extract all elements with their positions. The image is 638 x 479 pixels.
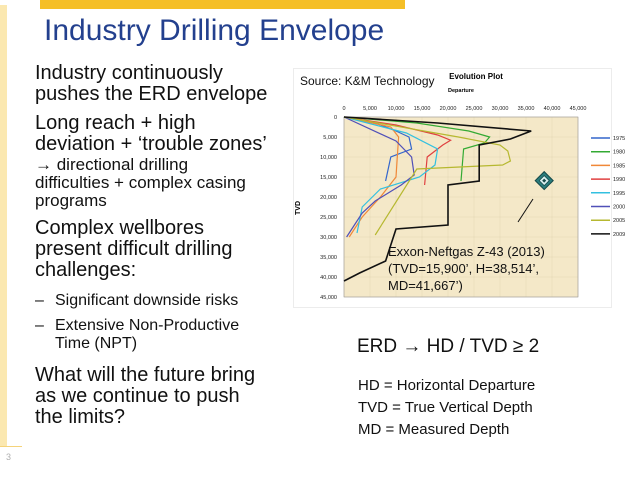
bullet-4-line-2: present difficult drilling xyxy=(35,238,233,260)
sub-bullet-2-line-2: Time (NPT) xyxy=(55,335,138,352)
annotation-line-1: Exxon-Neftgas Z-43 (2013) xyxy=(388,244,545,259)
bullet-4-line-1: Complex wellbores xyxy=(35,217,204,239)
sub-bullet-2: – Extensive Non-Productive xyxy=(35,317,239,335)
bullet-1-line-1: Industry continuously xyxy=(35,62,223,84)
page-number: 3 xyxy=(6,452,12,462)
page-number-box xyxy=(0,446,22,479)
legend-label-1985: 1985 xyxy=(613,163,625,169)
erd-equation: ERD → HD / TVD ≥ 2 xyxy=(357,336,540,357)
bullet-5-line-2: as we continue to push xyxy=(35,385,240,407)
bullet-3-line-3: programs xyxy=(35,191,107,210)
annotation-line-3: MD=41,667’) xyxy=(388,278,463,293)
bullet-3-line-1: → directional drilling xyxy=(35,155,189,174)
bullet-2-line-1: Long reach + high xyxy=(35,112,196,134)
legend-label-1980: 1980 xyxy=(613,150,625,156)
definition-md: MD = Measured Depth xyxy=(358,421,510,438)
left-accent-bar xyxy=(0,5,7,446)
legend-label-2005: 2005 xyxy=(613,218,625,224)
top-accent-bar xyxy=(40,0,405,9)
sub-bullet-dash: – xyxy=(35,317,44,334)
slide-title: Industry Drilling Envelope xyxy=(44,14,385,47)
legend-label-1975: 1975 xyxy=(613,136,625,142)
legend-label-2000: 2000 xyxy=(613,205,625,211)
bullet-3-line-2: difficulties + complex casing xyxy=(35,173,246,192)
bullet-5-line-1: What will the future bring xyxy=(35,364,256,386)
definition-tvd: TVD = True Vertical Depth xyxy=(358,399,533,416)
bullet-4-line-3: challenges: xyxy=(35,259,137,281)
bullet-1-line-2: pushes the ERD envelope xyxy=(35,83,268,105)
chart-source: Source: K&M Technology xyxy=(300,74,435,88)
legend-label-1990: 1990 xyxy=(613,177,625,183)
annotation-line-2: (TVD=15,900’, H=38,514’, xyxy=(388,261,540,276)
sub-bullet-dash: – xyxy=(35,292,44,309)
bullet-5-line-3: the limits? xyxy=(35,406,126,428)
definition-hd: HD = Horizontal Departure xyxy=(358,377,536,394)
sub-bullet-2-line-1: Extensive Non-Productive xyxy=(55,317,240,334)
sub-bullet-1: – Significant downside risks xyxy=(35,292,238,310)
legend-label-2009: 2009 xyxy=(613,232,625,238)
bullet-2-line-2: deviation + ‘trouble zones’ xyxy=(35,133,267,155)
sub-bullet-1-line-1: Significant downside risks xyxy=(55,292,239,309)
legend-label-1995: 1995 xyxy=(613,191,625,197)
